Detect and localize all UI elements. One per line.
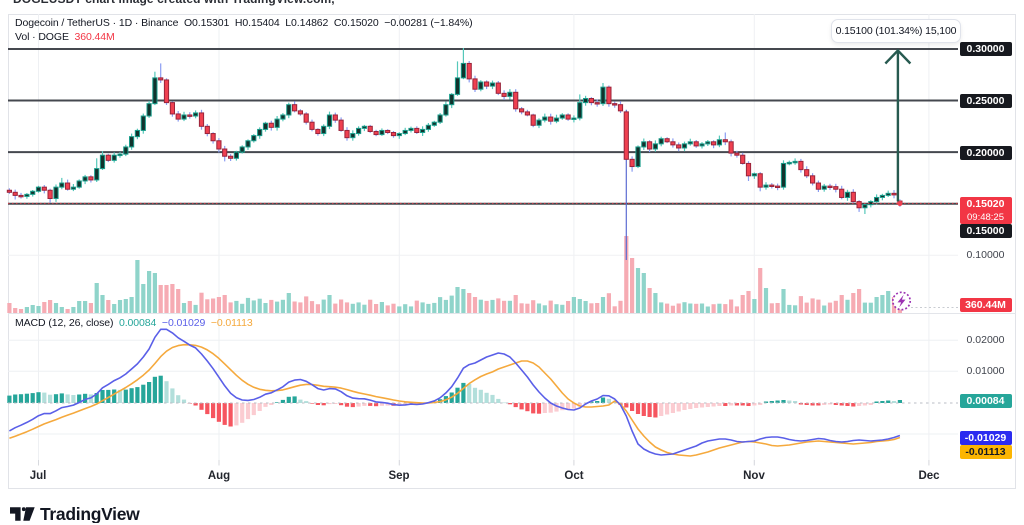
svg-text:TradingView: TradingView (40, 504, 140, 523)
